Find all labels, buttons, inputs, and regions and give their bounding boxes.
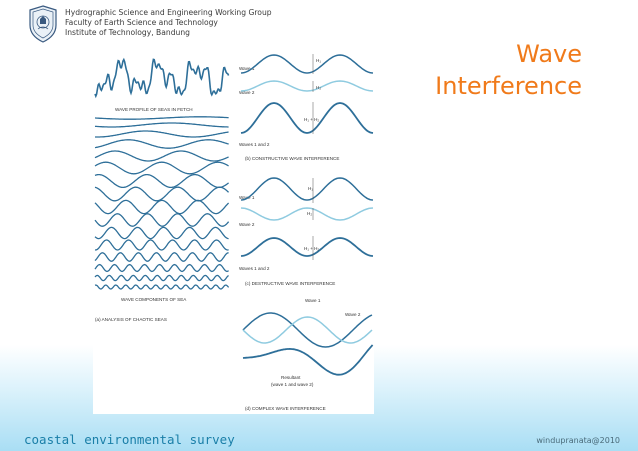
complex-wave1-label: Wave 1 [305,298,321,303]
wave-component-line [94,122,229,128]
destructive-wave2 [240,207,374,221]
header-line-faculty: Faculty of Earth Science and Technology [65,18,218,27]
wave-component-line [94,252,229,262]
wave-component-line [94,150,229,162]
slide-title-line1: Wave [516,40,582,68]
constructive-hsum-label: H₁ + H₂ [304,117,319,122]
destructive-interference-panel: Wave 1 H₁ H₂ Wave 2 H₁ + H₂ Waves 1 and … [239,177,374,286]
wave-profile-label: WAVE PROFILE OF SEAS IN FETCH [115,107,193,112]
destructive-waves12-label: Waves 1 and 2 [239,266,270,271]
constructive-waves12-label: Waves 1 and 2 [239,142,270,147]
slide-title-line2: Interference [435,72,582,100]
complex-resultant [242,344,374,376]
header-institution: Hydrographic Science and Engineering Wor… [65,8,272,38]
destructive-wave1 [240,177,374,201]
wave-components-group [94,116,230,290]
constructive-wave2-label: Wave 2 [239,90,255,95]
figure-svg: WAVE PROFILE OF SEAS IN FETCH WAVE COMPO… [94,54,374,411]
institution-logo-icon [29,5,57,43]
wave-component-line [94,263,229,273]
destructive-h1-label: H₁ [308,186,313,191]
chaotic-seas-panel: WAVE PROFILE OF SEAS IN FETCH WAVE COMPO… [94,57,230,322]
chaotic-seas-caption: (a) ANALYSIS OF CHAOTIC SEAS [95,317,167,322]
wave-component-line [94,186,230,202]
wave-component-line [94,226,229,240]
wave-component-line [94,139,229,149]
wave-component-line [94,274,229,282]
wave-interference-figure: WAVE PROFILE OF SEAS IN FETCH WAVE COMPO… [93,48,374,414]
constructive-caption: (b) CONSTRUCTIVE WAVE INTERFERENCE [245,156,339,161]
wave-component-line [94,173,229,189]
constructive-wave1-label: Wave 1 [239,66,255,71]
constructive-wave2 [240,80,374,92]
complex-wave2-label: Wave 2 [345,312,361,317]
constructive-interference-panel: Wave 1 Wave 2 H₁ H₂ H₁ + H₂ Waves 1 and … [239,54,374,161]
constructive-wave1 [240,54,374,74]
header-line-working-group: Hydrographic Science and Engineering Wor… [65,8,272,17]
destructive-wave2-label: Wave 2 [239,222,255,227]
wave-components-label: WAVE COMPONENTS OF SEA [121,297,187,302]
wave-component-line [94,199,230,215]
header-line-institute: Institute of Technology, Bandung [65,28,190,37]
complex-resultant-sublabel: (wave 1 and wave 2) [271,382,314,387]
complex-caption: (d) COMPLEX WAVE INTERFERENCE [245,406,326,411]
wave-component-line [94,284,230,290]
destructive-hsum-label: H₁ + H₂ [304,246,319,251]
slide-title: Wave Interference [435,38,582,102]
destructive-h2-label: H₂ [307,211,312,216]
wave-component-line [94,161,229,175]
complex-interference-panel: Wave 1 Wave 2 Resultant (wave 1 and wave… [242,298,374,411]
wave-component-line [94,213,230,227]
wave-component-line [95,130,229,138]
wave-component-line [94,239,229,251]
wave-profile-line [94,57,230,99]
constructive-h2-label: H₂ [316,85,321,90]
complex-wave2 [242,316,373,344]
wave-component-line [95,116,229,120]
complex-resultant-label: Resultant [281,375,301,380]
destructive-resultant [240,237,374,257]
constructive-h1-label: H₁ [316,58,321,63]
destructive-caption: (c) DESTRUCTIVE WAVE INTERFERENCE [245,281,335,286]
footer-survey-title: coastal environmental survey [24,432,235,447]
complex-wave1 [242,312,373,348]
constructive-resultant [240,102,374,134]
footer-credit: windupranata@2010 [536,436,620,445]
